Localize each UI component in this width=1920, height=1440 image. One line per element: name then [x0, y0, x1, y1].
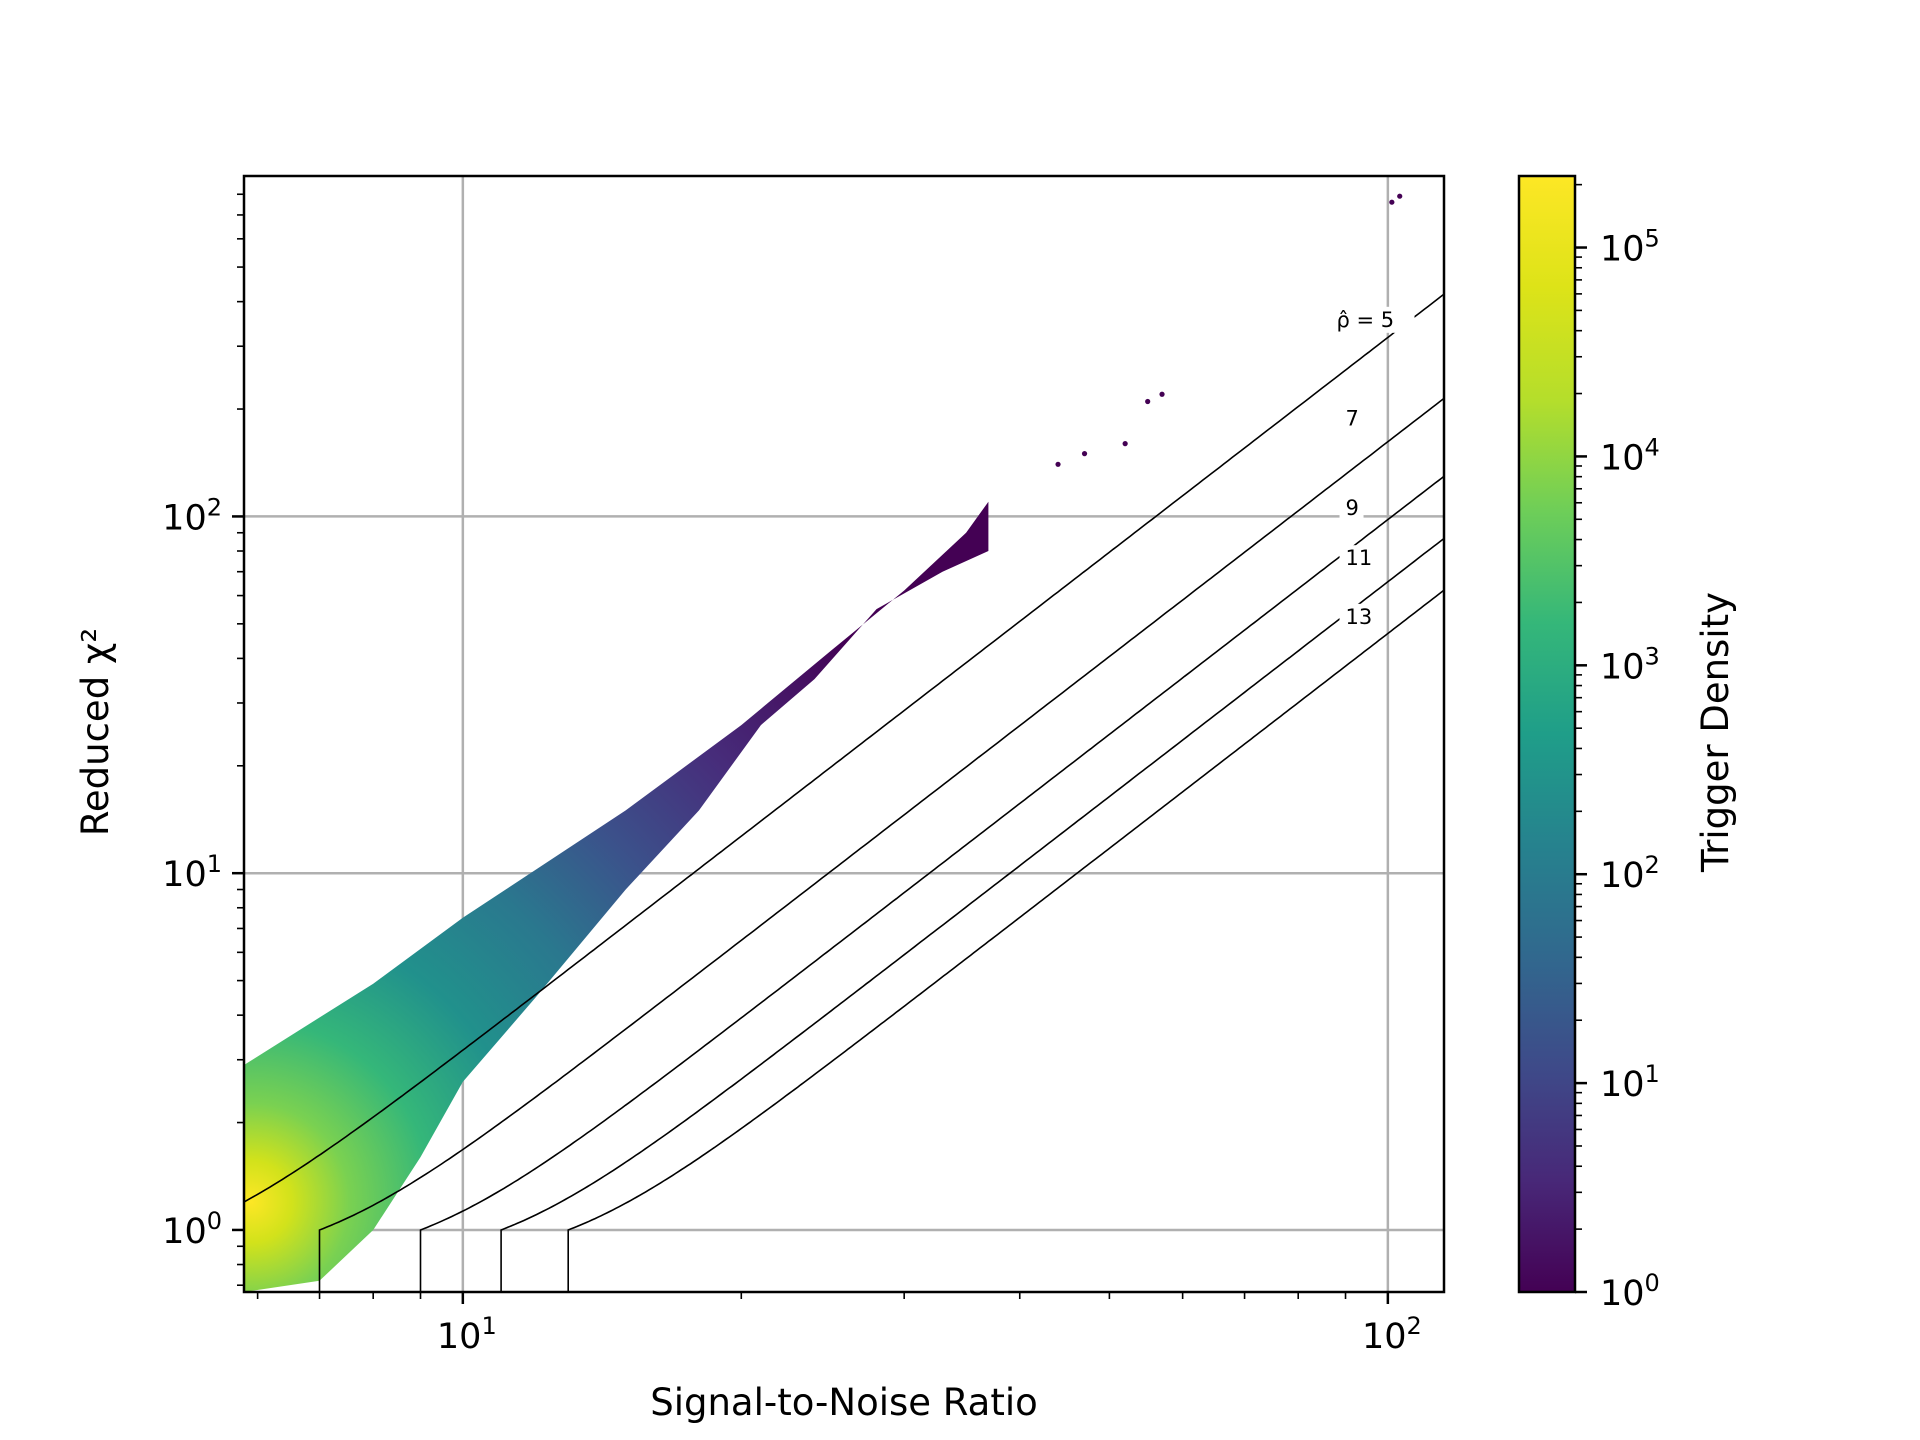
contour-line: [419, 475, 1444, 1292]
y-tick-label: 100: [162, 1207, 222, 1252]
outlier-point: [1145, 398, 1151, 405]
colorbar-tick-label: 103: [1600, 642, 1660, 687]
colorbar-tick-label: 104: [1600, 433, 1660, 478]
colorbar-tick-label: 102: [1600, 851, 1660, 896]
x-tick-label: 102: [1362, 1312, 1422, 1357]
contour-line: [244, 293, 1444, 1203]
contour-line: [500, 537, 1444, 1292]
outlier-point: [1159, 391, 1165, 397]
contour-line: [567, 589, 1444, 1292]
density-region: [244, 501, 989, 1292]
y-tick-label: 101: [162, 850, 222, 895]
colorbar-tick-label: 100: [1600, 1269, 1660, 1314]
outlier-point: [1389, 199, 1395, 205]
colorbar-tick-label: 101: [1600, 1060, 1660, 1105]
colorbar-tick-label: 105: [1600, 225, 1660, 270]
contour-label: ρ̂ = 5: [1336, 308, 1394, 332]
contour-label: 11: [1346, 546, 1373, 570]
contour-line: [318, 397, 1444, 1292]
y-tick-label: 102: [162, 493, 222, 538]
contour-lines: [244, 293, 1444, 1292]
contour-label-bg: [1339, 494, 1364, 521]
contour-label-bg: [1339, 603, 1376, 630]
outlier-point: [1122, 441, 1128, 447]
colorbar: [1517, 174, 1577, 1294]
density-heatmap: [244, 193, 1403, 1292]
axis-ticks: 101 102 100 101 102: [162, 193, 1422, 1357]
outlier-point: [1055, 461, 1061, 467]
contour-label: 9: [1346, 496, 1359, 520]
outlier-point: [1081, 451, 1088, 457]
contour-label: 7: [1346, 406, 1359, 430]
y-axis-label: Reduced χ²: [74, 628, 117, 836]
plot-frame: [242, 174, 1446, 1294]
contour-label-bg: [1339, 405, 1364, 432]
x-tick-label: 101: [437, 1312, 497, 1357]
outlier-point: [1397, 193, 1403, 199]
contour-label: 13: [1346, 605, 1373, 629]
grid-lines: [244, 176, 1444, 1292]
x-axis-label: Signal-to-Noise Ratio: [650, 1381, 1038, 1424]
contour-label-bg: [1339, 545, 1376, 572]
colorbar-ticks: 100 101 102 103 104 105: [1575, 183, 1660, 1314]
contour-labels: ρ̂ = 5 7 9 11 13: [1330, 306, 1415, 630]
contour-label-bg: [1330, 306, 1415, 333]
colorbar-label: Trigger Density: [1694, 592, 1737, 873]
